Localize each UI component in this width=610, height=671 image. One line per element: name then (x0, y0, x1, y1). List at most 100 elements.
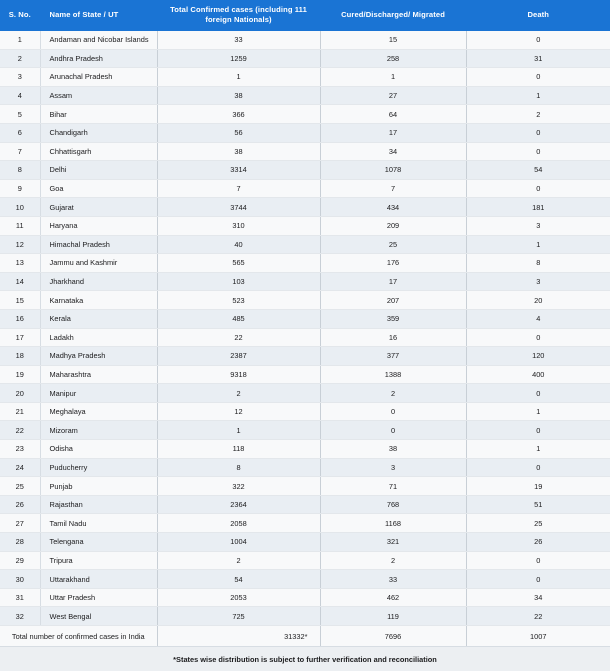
cell-serial-number: 30 (0, 570, 40, 589)
cell-serial-number: 29 (0, 551, 40, 570)
cell-state-name: Madhya Pradesh (40, 347, 157, 366)
column-header-serial-number[interactable]: S. No. (0, 0, 40, 31)
cell-cured-discharged: 1 (320, 68, 466, 87)
cell-serial-number: 23 (0, 440, 40, 459)
column-header-death[interactable]: Death (466, 0, 610, 31)
cell-cured-discharged: 434 (320, 198, 466, 217)
cell-total-confirmed: 1 (157, 68, 320, 87)
cell-death: 19 (466, 477, 610, 496)
cell-death: 2 (466, 105, 610, 124)
cell-death: 22 (466, 607, 610, 626)
cell-total-confirmed: 322 (157, 477, 320, 496)
cell-state-name: Ladakh (40, 328, 157, 347)
cell-state-name: Puducherry (40, 458, 157, 477)
cell-serial-number: 12 (0, 235, 40, 254)
cell-state-name: Delhi (40, 161, 157, 180)
cell-total-confirmed: 40 (157, 235, 320, 254)
cell-total-confirmed: 485 (157, 309, 320, 328)
cell-cured-discharged: 768 (320, 495, 466, 514)
cell-serial-number: 20 (0, 384, 40, 403)
cell-total-confirmed: 725 (157, 607, 320, 626)
cell-death: 1 (466, 86, 610, 105)
cell-death: 54 (466, 161, 610, 180)
cell-cured-discharged: 15 (320, 31, 466, 50)
cell-state-name: Bihar (40, 105, 157, 124)
cell-serial-number: 5 (0, 105, 40, 124)
table-footer: *States wise distribution is subject to … (0, 647, 610, 671)
cell-serial-number: 28 (0, 533, 40, 552)
cell-death: 181 (466, 198, 610, 217)
cell-cured-discharged: 321 (320, 533, 466, 552)
footnote-text: *States wise distribution is subject to … (0, 647, 610, 671)
total-row-death: 1007 (466, 626, 610, 647)
cell-total-confirmed: 1004 (157, 533, 320, 552)
cell-total-confirmed: 1 (157, 421, 320, 440)
cell-death: 20 (466, 291, 610, 310)
cell-cured-discharged: 0 (320, 402, 466, 421)
cell-death: 0 (466, 31, 610, 50)
cell-total-confirmed: 54 (157, 570, 320, 589)
cell-total-confirmed: 33 (157, 31, 320, 50)
cell-death: 0 (466, 123, 610, 142)
cell-serial-number: 24 (0, 458, 40, 477)
cell-serial-number: 19 (0, 365, 40, 384)
cell-death: 0 (466, 142, 610, 161)
cell-state-name: Jharkhand (40, 272, 157, 291)
cell-state-name: Andhra Pradesh (40, 49, 157, 68)
cell-state-name: Telengana (40, 533, 157, 552)
cell-serial-number: 3 (0, 68, 40, 87)
total-row: Total number of confirmed cases in India… (0, 626, 610, 647)
cell-cured-discharged: 359 (320, 309, 466, 328)
cell-death: 0 (466, 551, 610, 570)
cell-serial-number: 7 (0, 142, 40, 161)
cell-total-confirmed: 38 (157, 86, 320, 105)
cell-cured-discharged: 1078 (320, 161, 466, 180)
cell-state-name: West Bengal (40, 607, 157, 626)
column-header-cured-discharged-migrated[interactable]: Cured/Discharged/ Migrated (320, 0, 466, 31)
cell-total-confirmed: 12 (157, 402, 320, 421)
cell-total-confirmed: 366 (157, 105, 320, 124)
column-header-total-confirmed-cases[interactable]: Total Confirmed cases (including 111 for… (157, 0, 320, 31)
cell-death: 51 (466, 495, 610, 514)
cell-serial-number: 15 (0, 291, 40, 310)
cell-total-confirmed: 9318 (157, 365, 320, 384)
cell-death: 3 (466, 272, 610, 291)
cell-serial-number: 26 (0, 495, 40, 514)
cell-cured-discharged: 27 (320, 86, 466, 105)
cell-death: 4 (466, 309, 610, 328)
cell-total-confirmed: 565 (157, 254, 320, 273)
cell-death: 8 (466, 254, 610, 273)
column-header-state-name[interactable]: Name of State / UT (40, 0, 157, 31)
cell-serial-number: 11 (0, 216, 40, 235)
cell-serial-number: 31 (0, 588, 40, 607)
cell-total-confirmed: 7 (157, 179, 320, 198)
cell-serial-number: 21 (0, 402, 40, 421)
cell-serial-number: 25 (0, 477, 40, 496)
cell-state-name: Mizoram (40, 421, 157, 440)
cell-state-name: Uttarakhand (40, 570, 157, 589)
cell-cured-discharged: 1168 (320, 514, 466, 533)
cell-total-confirmed: 310 (157, 216, 320, 235)
cell-serial-number: 1 (0, 31, 40, 50)
cell-death: 0 (466, 328, 610, 347)
cell-death: 400 (466, 365, 610, 384)
cell-state-name: Jammu and Kashmir (40, 254, 157, 273)
cell-cured-discharged: 1388 (320, 365, 466, 384)
cell-cured-discharged: 377 (320, 347, 466, 366)
cell-state-name: Rajasthan (40, 495, 157, 514)
cell-state-name: Kerala (40, 309, 157, 328)
